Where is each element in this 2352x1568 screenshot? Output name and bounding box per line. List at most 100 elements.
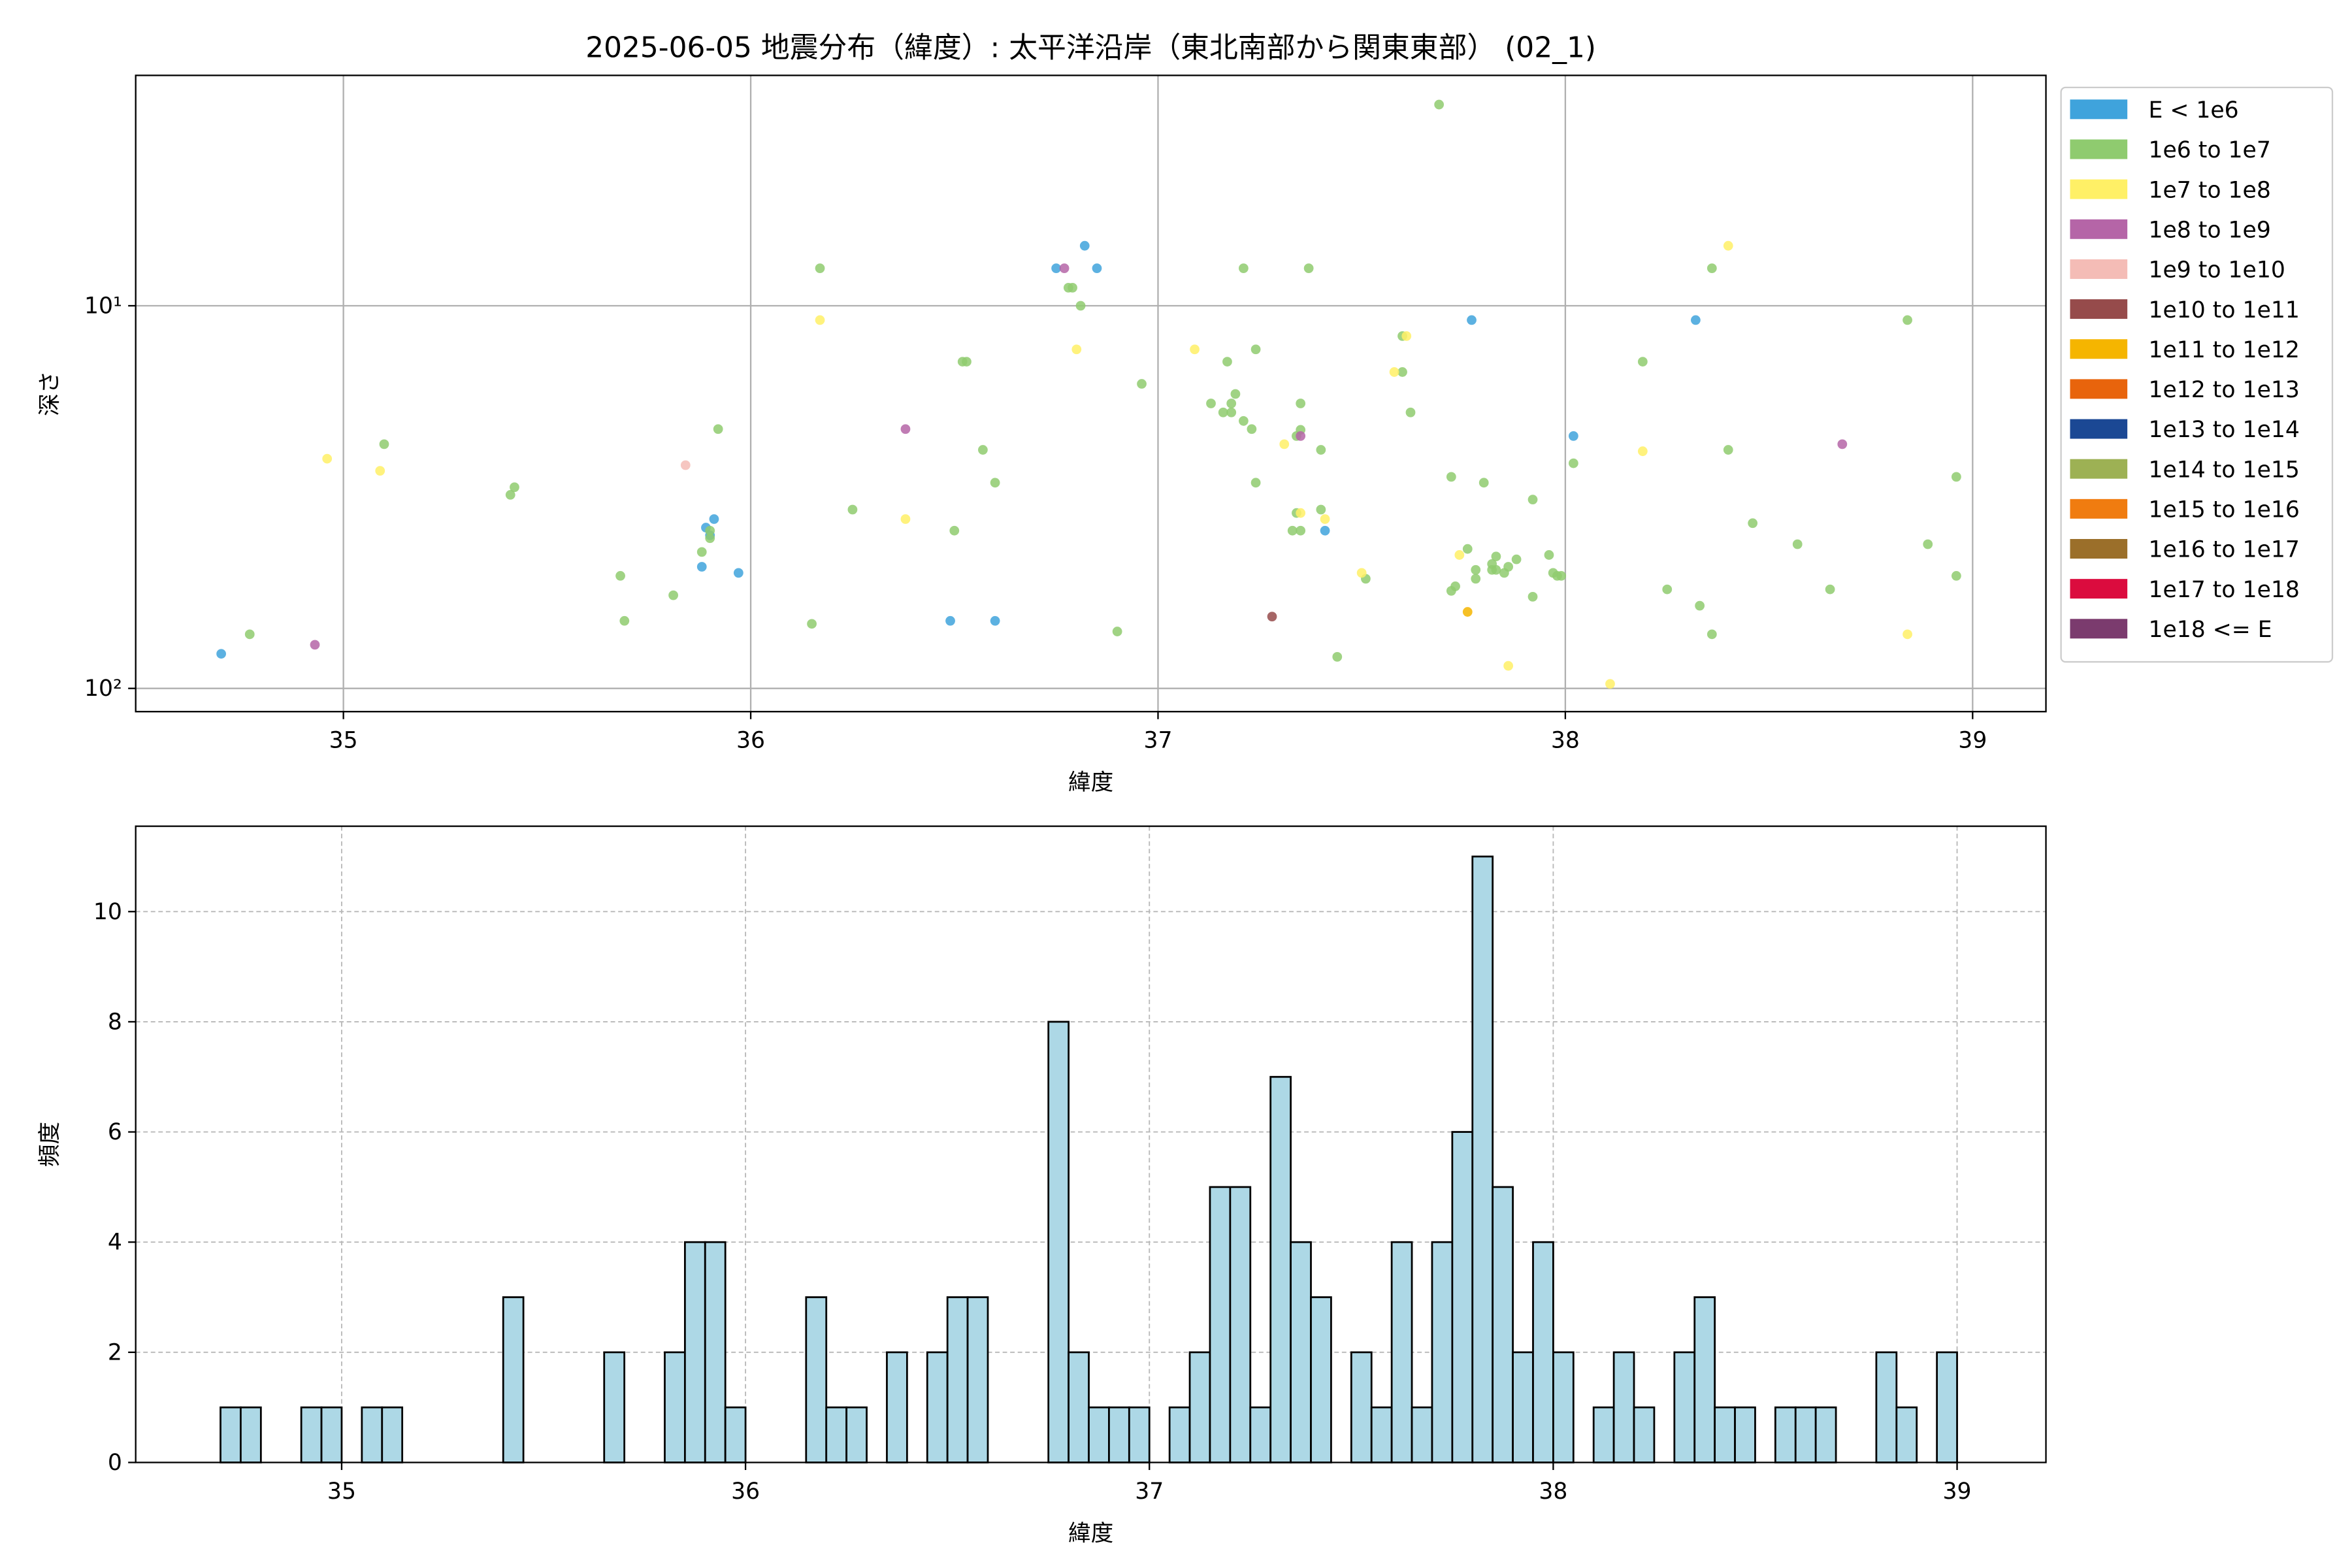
histogram-bar bbox=[1875, 1351, 1898, 1463]
histogram-bar bbox=[1895, 1406, 1918, 1463]
histogram-bar bbox=[1249, 1406, 1272, 1463]
histogram-bar bbox=[1492, 1186, 1514, 1463]
scatter-point bbox=[1491, 551, 1501, 562]
scatter-point bbox=[1454, 550, 1465, 560]
histogram-bar bbox=[1411, 1406, 1433, 1463]
histogram-bar bbox=[1794, 1406, 1817, 1463]
scatter-point bbox=[1446, 472, 1456, 482]
scatter-point bbox=[1707, 263, 1717, 273]
scatter-point bbox=[668, 590, 678, 600]
histogram-bar bbox=[1209, 1186, 1232, 1463]
histogram-bar bbox=[946, 1296, 969, 1463]
y-axis-label: 深さ bbox=[37, 371, 63, 416]
legend-label: 1e17 to 1e18 bbox=[2148, 577, 2299, 603]
scatter-point bbox=[847, 504, 858, 515]
scatter-point bbox=[1637, 446, 1648, 457]
legend-label: 1e7 to 1e8 bbox=[2148, 177, 2270, 203]
scatter-point bbox=[709, 514, 719, 524]
histogram-bar bbox=[704, 1241, 727, 1463]
scatter-point bbox=[807, 619, 817, 629]
scatter-point bbox=[1279, 439, 1290, 449]
scatter-point bbox=[1239, 416, 1249, 426]
x-tick-label: 36 bbox=[736, 728, 765, 754]
legend-patch bbox=[2070, 619, 2128, 639]
scatter-point bbox=[379, 439, 389, 449]
legend-label: 1e11 to 1e12 bbox=[2148, 337, 2299, 363]
histogram-bar bbox=[1612, 1351, 1635, 1463]
histogram-bar bbox=[845, 1406, 868, 1463]
scatter-point bbox=[1691, 315, 1701, 325]
scatter-point bbox=[1320, 514, 1330, 524]
scatter-point bbox=[962, 357, 972, 367]
scatter-point bbox=[1467, 315, 1477, 325]
histogram-bar bbox=[220, 1406, 242, 1463]
scatter-point bbox=[1320, 525, 1330, 536]
scatter-point bbox=[1662, 584, 1673, 595]
legend-box bbox=[2060, 86, 2334, 663]
scatter-point bbox=[815, 315, 825, 325]
scatter-point bbox=[900, 514, 911, 524]
histogram-bar bbox=[1673, 1351, 1696, 1463]
histogram-bar bbox=[1633, 1406, 1656, 1463]
scatter-point bbox=[1250, 478, 1261, 488]
scatter-point bbox=[505, 490, 515, 500]
scatter-point bbox=[1837, 439, 1848, 449]
y-tick-label: 6 bbox=[108, 1119, 122, 1145]
scatter-point bbox=[1059, 263, 1070, 273]
histogram-bar bbox=[1734, 1406, 1756, 1463]
scatter-point bbox=[1230, 389, 1241, 399]
legend-label: 1e15 to 1e16 bbox=[2148, 497, 2299, 523]
histogram-bar bbox=[1229, 1186, 1252, 1463]
legend-label: 1e6 to 1e7 bbox=[2148, 137, 2270, 163]
x-tick-label: 36 bbox=[731, 1478, 760, 1505]
scatter-point bbox=[990, 478, 1000, 488]
scatter-point bbox=[1267, 612, 1277, 622]
scatter-point bbox=[1952, 571, 1961, 581]
scatter-point bbox=[1511, 554, 1522, 564]
histogram-bar bbox=[1431, 1241, 1454, 1463]
scatter-point bbox=[696, 562, 707, 572]
histogram-bar bbox=[300, 1406, 323, 1463]
scatter-point bbox=[1568, 458, 1578, 468]
legend-patch bbox=[2070, 259, 2128, 279]
histogram-bar bbox=[502, 1296, 525, 1463]
scatter-point bbox=[1190, 344, 1200, 355]
scatter-point bbox=[1471, 564, 1481, 575]
scatter-point bbox=[1332, 651, 1343, 662]
scatter-point bbox=[1303, 263, 1314, 273]
scatter-point bbox=[1923, 539, 1933, 549]
y-tick-label: 4 bbox=[108, 1230, 122, 1256]
histogram-bar bbox=[664, 1351, 686, 1463]
scatter-point bbox=[1952, 472, 1961, 482]
legend-patch bbox=[2070, 459, 2128, 479]
scatter-point bbox=[322, 453, 333, 464]
scatter-point bbox=[1462, 607, 1473, 617]
legend-label: 1e13 to 1e14 bbox=[2148, 417, 2299, 443]
histogram-bar bbox=[1088, 1406, 1110, 1463]
scatter-point bbox=[1556, 571, 1567, 581]
scatter-point bbox=[1316, 445, 1326, 455]
x-tick-label: 39 bbox=[1958, 728, 1987, 754]
histogram-bar bbox=[1814, 1406, 1837, 1463]
histogram-bar bbox=[603, 1351, 626, 1463]
histogram-bar bbox=[1714, 1406, 1736, 1463]
histogram-bar bbox=[1471, 855, 1494, 1463]
legend-label: 1e10 to 1e11 bbox=[2148, 297, 2299, 323]
scatter-point bbox=[1503, 562, 1514, 572]
scatter-point bbox=[1316, 504, 1326, 515]
histogram-bar bbox=[320, 1406, 343, 1463]
histogram-bar bbox=[1451, 1131, 1474, 1463]
legend-patch bbox=[2070, 219, 2128, 239]
scatter-point bbox=[310, 640, 320, 650]
scatter-point bbox=[510, 482, 519, 493]
legend-label: 1e18 <= E bbox=[2148, 617, 2272, 643]
legend-patch bbox=[2070, 539, 2128, 559]
legend-patch bbox=[2070, 498, 2128, 519]
x-axis-label: 緯度 bbox=[1068, 770, 1113, 796]
chart-title: 2025-06-05 地震分布（緯度）: 太平洋沿岸（東北南部から関東東部） (… bbox=[585, 31, 1596, 65]
scatter-point bbox=[1206, 399, 1216, 408]
scatter-point bbox=[1239, 263, 1249, 273]
histogram-bar bbox=[1390, 1241, 1413, 1463]
